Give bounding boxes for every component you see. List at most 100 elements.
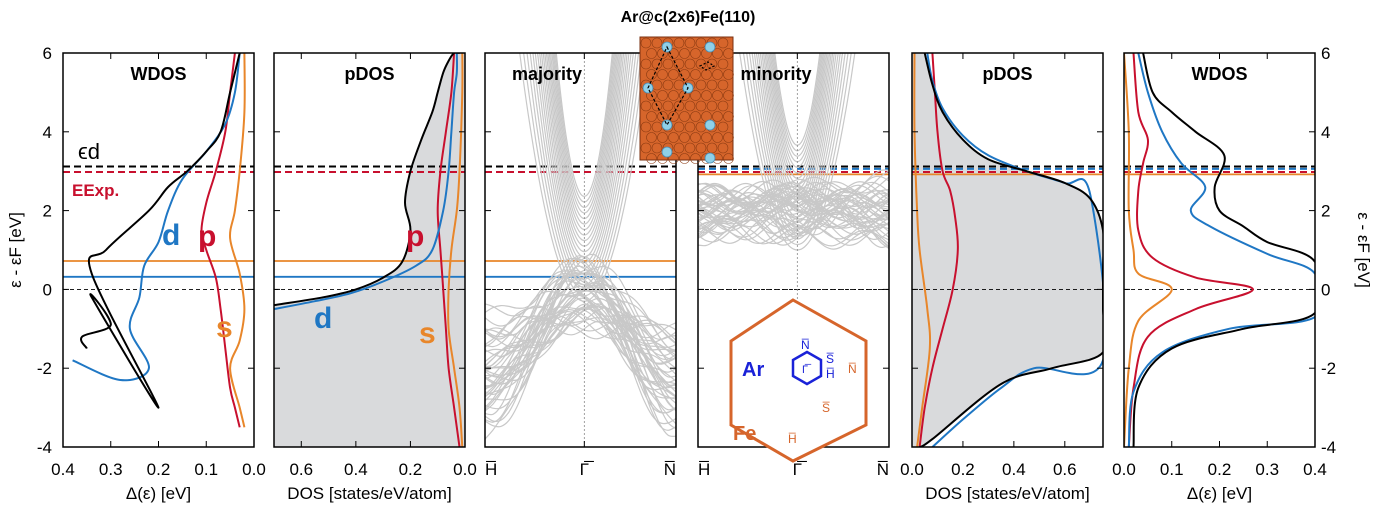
band-line (485, 322, 676, 382)
band-line (762, 53, 832, 196)
fe-atom (717, 100, 729, 112)
band-line (485, 317, 676, 428)
band-line (773, 53, 822, 152)
series-d (926, 53, 1103, 447)
panel-frame (1123, 52, 1316, 448)
band-line (485, 255, 676, 412)
fe-atom (640, 100, 652, 112)
fe-atom (640, 37, 652, 49)
y-tick-label: -2 (1321, 359, 1336, 378)
fe-atom (673, 100, 685, 112)
band-line (768, 53, 827, 174)
band-line (764, 53, 831, 190)
band-line (485, 288, 676, 437)
series-total (1132, 53, 1315, 447)
fe-atom (657, 111, 668, 122)
series-p (200, 53, 241, 428)
band-line (698, 222, 889, 247)
orbital-label-s: s (216, 311, 233, 344)
fe-atom (651, 142, 663, 154)
y-tick-label: -2 (37, 359, 52, 378)
panel-wdos_maj: 0.4 0.3 0.2 0.1 0.0 Δ(ε) [eV] WDOS (51, 52, 266, 503)
fe-atom (668, 132, 679, 143)
band-line (549, 53, 619, 225)
panel-title: WDOS (1192, 64, 1248, 84)
panel-title: pDOS (344, 64, 394, 84)
band-line (485, 303, 676, 412)
fe-atom (673, 58, 685, 70)
y-tick-label: 6 (43, 44, 52, 63)
orbital-label-p: p (406, 220, 424, 253)
fe-atom (684, 58, 696, 70)
band-line (526, 53, 643, 291)
ar-gamma-point: Γ̅ (802, 364, 812, 376)
fe-atom (668, 69, 679, 80)
series-d (72, 53, 241, 382)
band-line (485, 273, 676, 397)
y-tick-label: -4 (37, 438, 52, 457)
panel-band_maj: H̅ Γ̅ N̅ majority (484, 52, 677, 479)
band-line (485, 257, 676, 430)
fe-atom (640, 142, 652, 154)
band-line (544, 53, 625, 247)
x-tick-label: 0.3 (99, 460, 123, 479)
x-tick-label: 0.0 (1112, 460, 1136, 479)
y-tick-label: 4 (43, 123, 52, 142)
band-line (772, 53, 823, 157)
fe-atom (684, 121, 696, 133)
fe-atom (684, 142, 696, 154)
ar-s-point: S̅ (826, 352, 834, 366)
overlays-layer: 6 6 4 4 2 2 0 0 -2 -2 -4 -4 ε - εF [eV] ε - εF [eV] Ar… (6, 9, 1373, 463)
fe-atom (646, 69, 657, 80)
orbital-label-p: p (198, 220, 216, 253)
panel-frame (273, 52, 466, 448)
fe-atom (690, 48, 701, 59)
band-line (698, 194, 889, 225)
fe-cell-outline (698, 61, 716, 71)
fe-atom (717, 79, 729, 91)
band-line (748, 53, 846, 235)
x-tick-label: 0.4 (1303, 460, 1327, 479)
band-line (759, 53, 835, 207)
fe-atom (701, 90, 712, 101)
band-line (485, 297, 676, 398)
y-tick-label: 4 (1321, 123, 1330, 142)
band-line (529, 53, 640, 286)
band-line (548, 53, 620, 231)
fe-atom (723, 48, 734, 59)
y-tick-label: 0 (1321, 280, 1330, 299)
fe-atom (684, 100, 696, 112)
fe-atom (662, 79, 674, 91)
fe-h-point: H̅ (788, 432, 797, 446)
x-axis-label: DOS [states/eV/atom] (287, 484, 451, 503)
ar-bz-hexagon (791, 350, 823, 386)
ar-atom (704, 152, 716, 164)
panel-plot-area (63, 53, 254, 428)
x-tick-label: 0.3 (1255, 460, 1279, 479)
fe-atom (712, 90, 723, 101)
inset-bg (639, 36, 734, 161)
fe-atom (646, 111, 657, 122)
fe-atom (679, 132, 690, 143)
band-line (542, 53, 627, 253)
x-tick-label: Γ̅ (793, 460, 807, 479)
band-line (485, 306, 676, 393)
ar-atom (704, 119, 716, 131)
fe-atom (657, 69, 668, 80)
band-line (761, 53, 834, 201)
fe-atom (723, 153, 734, 164)
fe-atom (640, 58, 652, 70)
y-tick-label: -4 (1321, 438, 1336, 457)
band-line (746, 53, 849, 240)
band-line (765, 53, 829, 185)
fe-atom (651, 100, 663, 112)
series-d (274, 53, 459, 311)
x-tick-label: 0.0 (900, 460, 924, 479)
x-tick-label: 0.6 (1053, 460, 1077, 479)
band-line (534, 53, 634, 275)
panel-plot-area (1124, 53, 1315, 447)
fe-atom (690, 69, 701, 80)
fe-atom (690, 153, 701, 164)
fe-atom (690, 132, 701, 143)
